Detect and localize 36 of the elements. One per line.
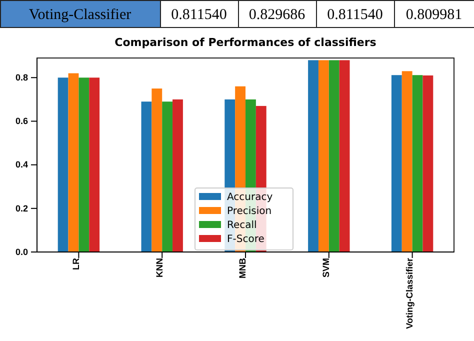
legend-label: F-Score (227, 234, 264, 245)
bar (328, 60, 340, 252)
bar (162, 102, 173, 252)
text: 0.811540 (171, 7, 227, 23)
chart-title: Comparison of Performances of classifiers (114, 36, 377, 49)
bar (318, 60, 329, 252)
bar (89, 78, 100, 252)
x-tick-label: Voting-Classifier (404, 258, 414, 329)
legend-label: Precision (227, 206, 272, 217)
x-tick-label: SVM (321, 258, 332, 278)
y-tick-label: 0.6 (15, 116, 28, 126)
y-tick-label: 0.2 (15, 203, 28, 214)
bar (339, 60, 350, 252)
y-tick-label: 0.0 (15, 246, 28, 257)
text: 0.809981 (406, 7, 462, 23)
legend-label: Recall (227, 220, 257, 231)
text: Voting-Classifier (28, 7, 132, 23)
x-tick-label: LR (70, 258, 81, 270)
text: 0.829686 (248, 7, 306, 23)
bar (78, 78, 90, 252)
bar (68, 73, 79, 252)
y-tick-label: 0.8 (15, 72, 28, 82)
text: 0.811540 (327, 7, 383, 23)
y-tick-label: 0.4 (15, 160, 28, 170)
legend-label: Accuracy (227, 192, 273, 203)
x-tick-label: KNN (154, 258, 164, 278)
bar (141, 102, 152, 252)
bar (412, 75, 423, 252)
bar (152, 88, 162, 252)
bar (308, 60, 318, 252)
bar (402, 71, 412, 252)
bar (422, 75, 434, 252)
bar (58, 78, 68, 252)
bar (172, 99, 183, 252)
bar (391, 75, 402, 252)
x-tick-label: MNB (238, 258, 248, 278)
